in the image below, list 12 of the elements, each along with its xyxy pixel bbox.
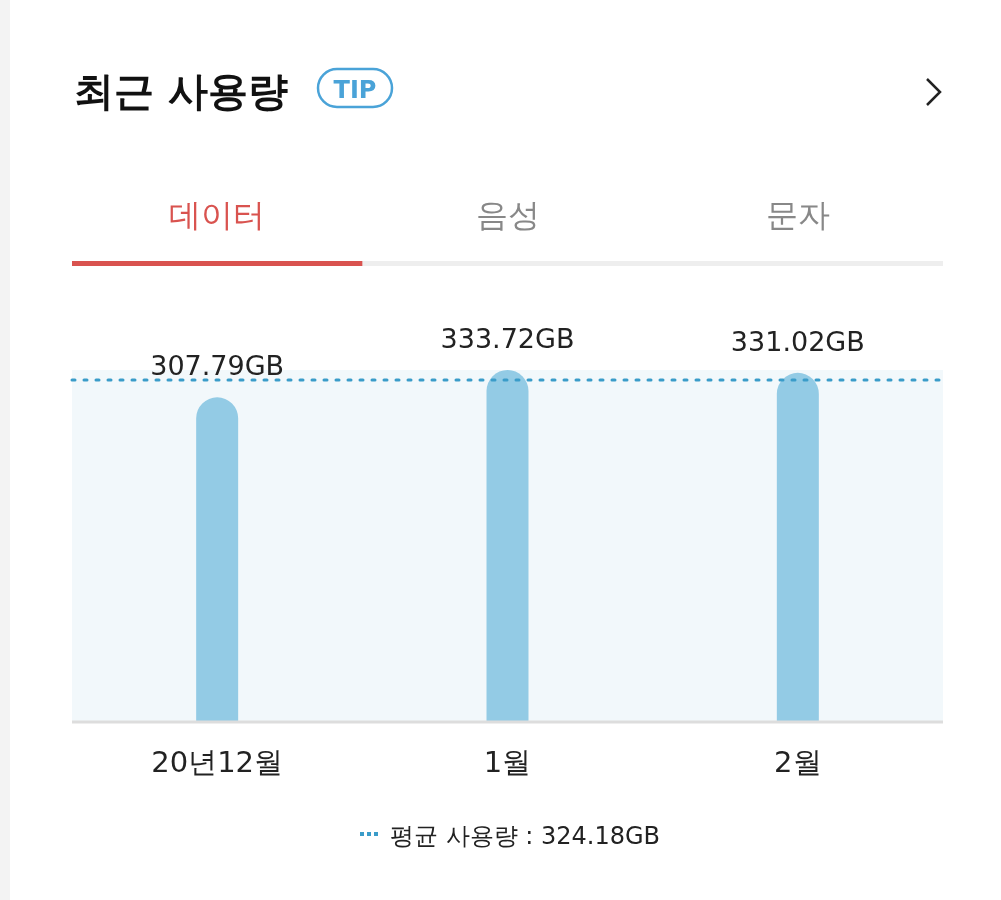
chart-title: 최근 사용량 [74, 68, 288, 114]
text: TIP [333, 76, 377, 104]
text: 음성 [475, 196, 540, 234]
data-label: 307.79GB [150, 350, 285, 382]
text: 데이터 [169, 196, 266, 234]
legend-label: 평균 사용량 : 324.18GB [390, 822, 661, 850]
x-tick-label: 20년12월 [151, 745, 284, 779]
text: 문자 [765, 196, 830, 234]
data-label: 333.72GB [440, 323, 575, 354]
x-tick-label: 1월 [483, 745, 532, 779]
data-label: 331.02GB [730, 325, 865, 357]
x-tick-label: 2월 [774, 745, 822, 779]
